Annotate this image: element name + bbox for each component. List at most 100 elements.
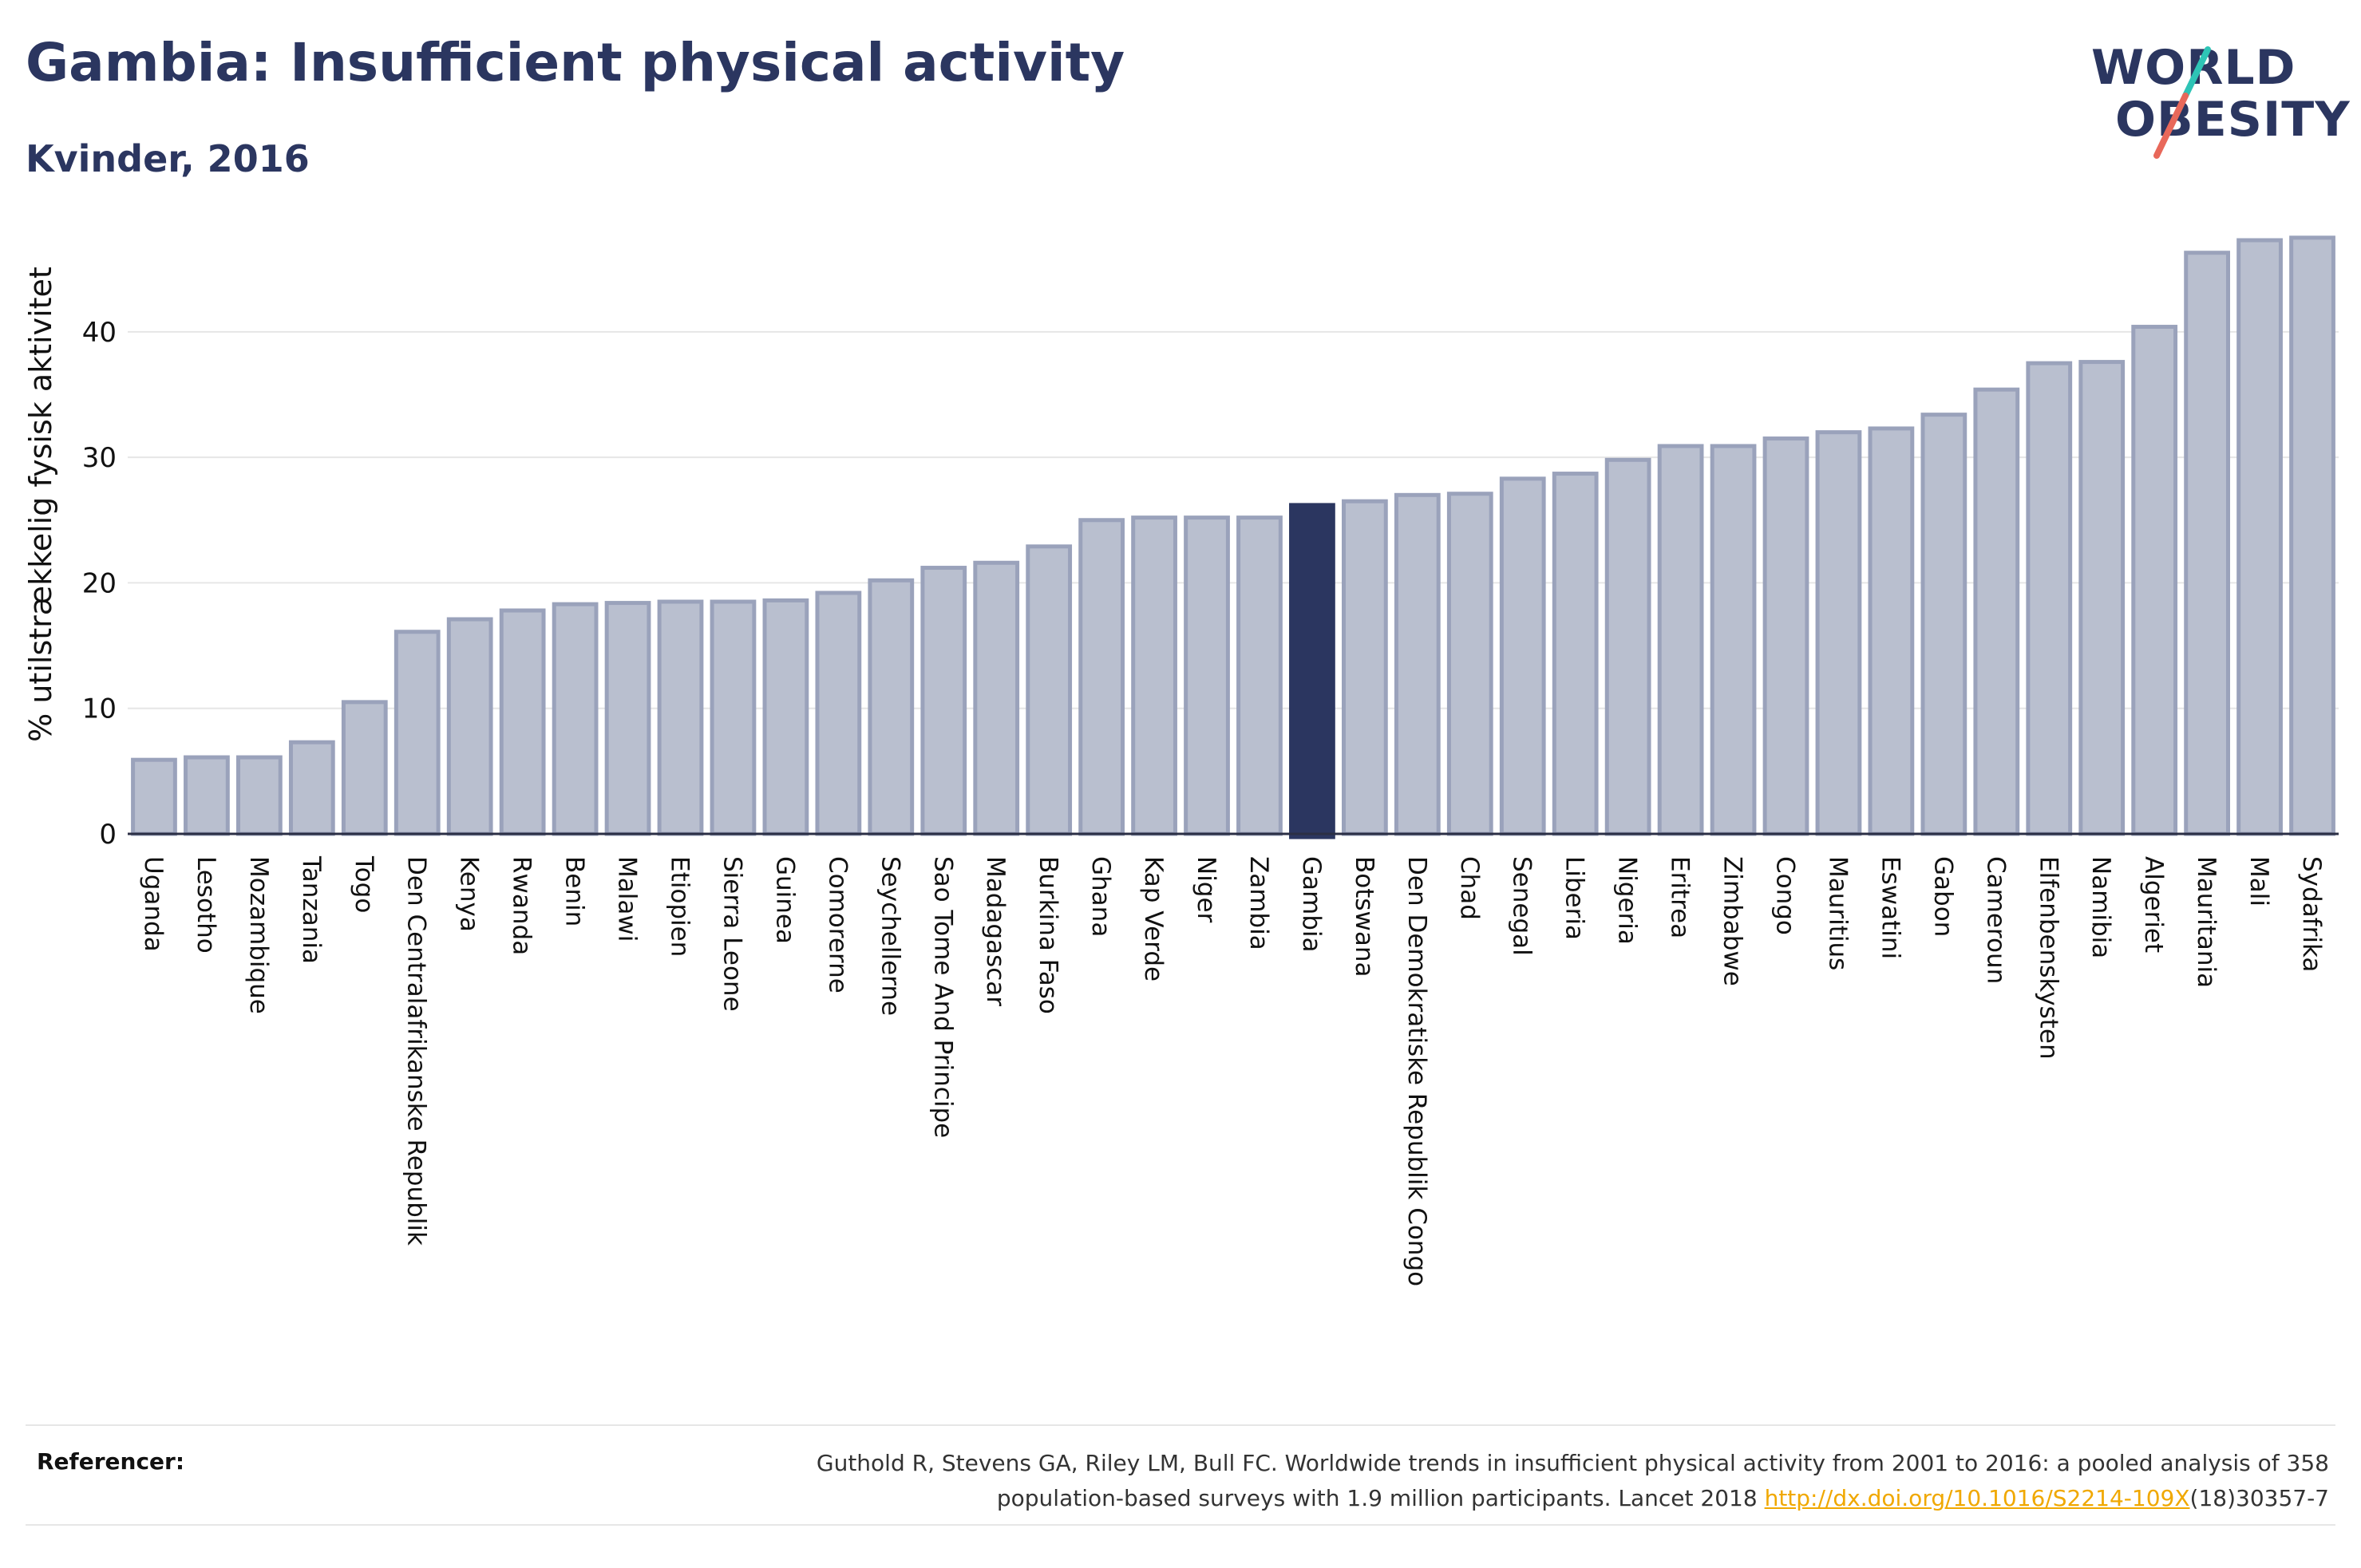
bar-comorerne[interactable] — [815, 590, 862, 836]
bar-liberia[interactable] — [1552, 472, 1599, 836]
bar-congo[interactable] — [1762, 436, 1809, 836]
x-tick-label: Zambia — [1244, 856, 1273, 950]
x-tick-label: Eswatini — [1876, 856, 1904, 959]
y-tick-label: 30 — [82, 442, 117, 474]
bar-elfenbenskysten[interactable] — [2026, 361, 2073, 836]
bar-eritrea[interactable] — [1657, 444, 1704, 836]
x-tick-label: Chad — [1455, 856, 1484, 920]
x-tick-label: Liberia — [1560, 856, 1589, 940]
bar-malawi[interactable] — [604, 601, 651, 836]
x-tick-label: Sierra Leone — [718, 856, 746, 1012]
x-tick-label: Comorerne — [823, 856, 852, 993]
reference-doi-link[interactable]: http://dx.doi.org/10.1016/S2214-109X — [1764, 1485, 2190, 1511]
y-tick-label: 40 — [82, 317, 117, 349]
bars — [131, 235, 2335, 839]
x-tick-label: Cameroun — [1981, 856, 2010, 984]
x-tick-label: Kap Verde — [1139, 856, 1168, 981]
x-tick-label: Congo — [1771, 856, 1800, 935]
x-tick-label: Rwanda — [508, 856, 536, 955]
bar-botswana[interactable] — [1342, 499, 1388, 836]
bar-niger[interactable] — [1184, 515, 1230, 836]
x-tick-label: Sao Tome And Principe — [928, 856, 957, 1138]
bar-lesotho[interactable] — [184, 755, 230, 836]
bar-zambia[interactable] — [1236, 515, 1283, 836]
x-tick-label: Senegal — [1508, 856, 1536, 956]
bar-burkina-faso[interactable] — [1026, 544, 1073, 836]
bar-mali[interactable] — [2236, 238, 2283, 836]
bar-mauritius[interactable] — [1815, 430, 1862, 836]
x-tick-label: Gambia — [1297, 856, 1326, 953]
bar-togo[interactable] — [341, 700, 388, 836]
bar-chad[interactable] — [1446, 492, 1493, 836]
y-tick-label: 20 — [82, 567, 117, 599]
bar-benin[interactable] — [552, 602, 599, 836]
bar-etiopien[interactable] — [657, 599, 704, 836]
y-tick-label: 0 — [99, 819, 117, 851]
footer-divider-bottom — [26, 1524, 2335, 1526]
world-obesity-logo: WORLD OBESITY — [2067, 32, 2350, 168]
x-tick-label: Madagascar — [981, 856, 1010, 1006]
x-tick-label: Seychellerne — [876, 856, 904, 1016]
bar-gabon[interactable] — [1920, 413, 1968, 836]
bar-eswatini[interactable] — [1868, 426, 1915, 836]
x-tick-label: Benin — [560, 856, 589, 926]
x-tick-label: Etiopien — [666, 856, 694, 957]
bar-zimbabwe[interactable] — [1710, 444, 1757, 836]
bar-sydafrika[interactable] — [2289, 235, 2335, 836]
grid-lines — [128, 330, 2339, 709]
bar-chart: Uganda Lesotho Mozambique Tanzania Togo Den C… — [23, 235, 2339, 1286]
bar-nigeria[interactable] — [1604, 457, 1651, 836]
references-label: Referencer: — [37, 1448, 185, 1475]
chart-title: Gambia: Insufficient physical activity — [26, 32, 1125, 93]
bar-sao-tome-and-principe[interactable] — [920, 566, 967, 836]
x-tick-label: Den Demokratiske Republik Congo — [1402, 856, 1431, 1286]
x-tick-label: Gabon — [1928, 856, 1957, 937]
bar-madagascar[interactable] — [973, 560, 1020, 836]
bar-algeriet[interactable] — [2131, 325, 2178, 836]
bar-kenya[interactable] — [446, 617, 493, 836]
x-tick-label: Lesotho — [192, 856, 220, 954]
x-tick-label: Mozambique — [244, 856, 273, 1014]
x-tick-label: Mali — [2244, 856, 2273, 906]
bar-namibia[interactable] — [2078, 360, 2126, 836]
x-tick-label: Togo — [350, 855, 378, 913]
bar-senegal[interactable] — [1499, 476, 1546, 836]
bar-kap-verde[interactable] — [1131, 515, 1177, 836]
x-tick-label: Uganda — [139, 856, 168, 952]
reference-line-2-suffix: (18)30357-7 — [2189, 1485, 2329, 1511]
x-tick-label: Mauritania — [2192, 856, 2221, 988]
x-tick-label: Sydafrika — [2297, 856, 2326, 972]
x-tick-label: Elfenbenskysten — [2034, 856, 2062, 1060]
x-tick-label: Burkina Faso — [1034, 856, 1062, 1014]
bar-den-demokratiske-republik-congo[interactable] — [1394, 492, 1441, 836]
bar-gambia[interactable] — [1289, 503, 1335, 839]
bar-guinea[interactable] — [762, 598, 809, 836]
bar-rwanda[interactable] — [499, 608, 546, 836]
x-tick-label: Ghana — [1086, 856, 1115, 937]
x-tick-label: Guinea — [770, 856, 799, 944]
logo-line-obesity: OBESITY — [2115, 92, 2351, 148]
x-tick-label: Kenya — [455, 856, 484, 932]
bar-mauritania[interactable] — [2184, 251, 2230, 836]
x-tick-label: Nigeria — [1613, 856, 1642, 945]
bar-mozambique[interactable] — [236, 755, 283, 836]
bar-cameroun[interactable] — [1973, 387, 2020, 836]
bar-uganda[interactable] — [131, 757, 177, 836]
x-tick-label: Den Centralafrikanske Republik — [402, 856, 431, 1246]
x-tick-label: Eritrea — [1666, 856, 1695, 938]
bar-sierra-leone[interactable] — [710, 599, 757, 836]
bar-seychellerne[interactable] — [868, 578, 915, 836]
bar-den-centralafrikanske-republik[interactable] — [394, 630, 441, 836]
x-tick-label: Tanzania — [297, 855, 326, 964]
bar-tanzania[interactable] — [288, 740, 335, 836]
bar-ghana[interactable] — [1078, 518, 1125, 836]
x-tick-label: Algeriet — [2139, 856, 2168, 953]
x-tick-labels: Uganda Lesotho Mozambique Tanzania Togo Den C… — [139, 855, 2326, 1286]
references-text: Guthold R, Stevens GA, Riley LM, Bull FC… — [817, 1446, 2329, 1516]
chart-subtitle: Kvinder, 2016 — [26, 137, 310, 180]
y-axis-label: % utilstrækkelig fysisk aktivitet — [23, 267, 58, 742]
x-tick-label: Zimbabwe — [1718, 856, 1747, 986]
x-tick-label: Malawi — [613, 856, 642, 942]
reference-line-2: population-based surveys with 1.9 millio… — [817, 1481, 2329, 1516]
reference-line-2-prefix: population-based surveys with 1.9 millio… — [996, 1485, 1765, 1511]
